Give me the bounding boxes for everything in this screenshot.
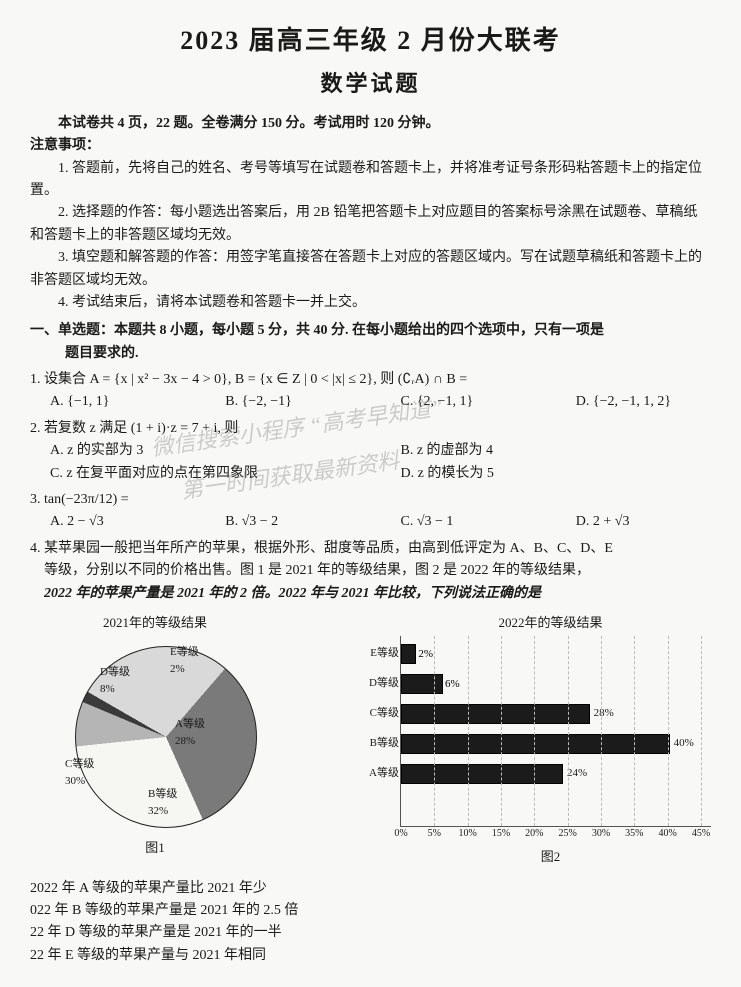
bar-value-label: 28% [594,705,614,723]
bar-value-label: 24% [567,765,587,783]
bar-category-label: E等级 [361,645,399,663]
pie-slice-label: B等级32% [148,786,177,821]
q1-stem: 1. 设集合 A = {x | x² − 3x − 4 > 0}, B = {x… [30,369,711,391]
preamble: 本试卷共 4 页，22 题。全卷满分 150 分。考试用时 120 分钟。 [30,113,711,135]
xaxis-tick: 25% [558,826,576,842]
bar-category-label: C等级 [361,705,399,723]
q4-choice: 22 年 E 等级的苹果产量与 2021 年相同 [30,945,711,967]
bar-category-label: D等级 [361,675,399,693]
xaxis-tick: 0% [394,826,407,842]
pie-slice-label: D等级8% [100,664,130,699]
pie-slice-label: C等级30% [65,756,94,791]
q3-opt-b: B. √3 − 2 [225,511,360,533]
notice-item: 3. 填空题和解答题的作答：用签字笔直接答在答题卡上对应的答题区域内。写在试题草… [30,247,711,292]
gridline [601,636,602,826]
xaxis-tick: 5% [428,826,441,842]
bar-value-label: 6% [445,676,460,694]
gridline [568,636,569,826]
pie-chart-col: 2021年的等级结果 A等级28%B等级32%C等级30%D等级8%E等级2% … [30,613,280,868]
q2-opt-c: C. z 在复平面对应的点在第四象限 [50,463,361,485]
q2-opt-b: B. z 的虚部为 4 [401,440,712,462]
gridline [668,636,669,826]
pie-caption: 图1 [145,838,165,859]
notice-item: 1. 答题前，先将自己的姓名、考号等填写在试题卷和答题卡上，并将准考证号条形码粘… [30,158,711,203]
xaxis-tick: 20% [525,826,543,842]
xaxis-tick: 10% [458,826,476,842]
gridline [701,636,702,826]
gridline [468,636,469,826]
q3-opt-d: D. 2 + √3 [576,511,711,533]
q3-opt-c: C. √3 − 1 [401,511,536,533]
bar-row: D等级6% [401,674,443,694]
q1-opt-b: B. {−2, −1} [225,391,360,413]
q1-opt-d: D. {−2, −1, 1, 2} [576,391,711,413]
xaxis-tick: 40% [658,826,676,842]
q1-options: A. {−1, 1} B. {−2, −1} C. {2, −1, 1} D. … [50,391,711,413]
xaxis-tick: 30% [592,826,610,842]
bar-fill [401,704,590,724]
bar-category-label: A等级 [361,765,399,783]
bar-chart-col: 2022年的等级结果 E等级2% D等级6% C等级28% B等级40% A等级24% 0… [390,613,711,868]
pie-slice-label: E等级2% [170,644,199,679]
pie-chart: A等级28% B等级32% C等级30% D等级8% E等级2% [30,636,280,836]
q2-opt-a: A. z 的实部为 3 [50,440,361,462]
q1-opt-c: C. {2, −1, 1} [401,391,536,413]
gridline [534,636,535,826]
q4-line2: 等级，分别以不同的价格出售。图 1 是 2021 年的等级结果，图 2 是 20… [30,560,711,582]
bar-row: B等级40% [401,734,694,754]
bar-row: A等级24% [401,764,587,784]
charts-row: 2021年的等级结果 A等级28%B等级32%C等级30%D等级8%E等级2% … [30,613,711,868]
gridline [434,636,435,826]
q3-opt-a: A. 2 − √3 [50,511,185,533]
bar-row: E等级2% [401,644,416,664]
bar-title: 2022年的等级结果 [498,613,602,634]
q3-options: A. 2 − √3 B. √3 − 2 C. √3 − 1 D. 2 + √3 [50,511,711,533]
bar-chart: E等级2%D等级6%C等级28%B等级40%A等级24%0%5%10%15%20… [400,636,711,827]
q4-line1: 4. 某苹果园一般把当年所产的苹果，根据外形、甜度等品质，由高到低评定为 A、B… [30,538,711,560]
q1-opt-a: A. {−1, 1} [50,391,185,413]
section-heading: 一、单选题：本题共 8 小题，每小题 5 分，共 40 分. 在每小题给出的四个… [30,320,711,342]
bar-fill [401,764,563,784]
notice-item: 4. 考试结束后，请将本试题卷和答题卡一并上交。 [30,292,711,314]
q4-choice: 022 年 B 等级的苹果产量是 2021 年的 2.5 倍 [30,900,711,922]
notice-heading: 注意事项： [30,135,711,157]
xaxis-tick: 15% [492,826,510,842]
xaxis-tick: 45% [692,826,710,842]
q4-line3: 2022 年的苹果产量是 2021 年的 2 倍。2022 年与 2021 年比… [30,583,711,605]
bar-fill [401,674,443,694]
gridline [634,636,635,826]
q2-stem: 2. 若复数 z 满足 (1 + i)·z = 7 + i, 则 [30,418,711,440]
pie-title: 2021年的等级结果 [103,613,207,634]
bar-row: C等级28% [401,704,614,724]
page-subtitle: 数学试题 [30,66,711,101]
q4-choice: 22 年 D 等级的苹果产量是 2021 年的一半 [30,922,711,944]
q4-choice: 2022 年 A 等级的苹果产量比 2021 年少 [30,878,711,900]
bar-category-label: B等级 [361,735,399,753]
bar-value-label: 2% [418,646,433,664]
pie-slice-label: A等级28% [175,716,205,751]
bar-fill [401,644,416,664]
bar-value-label: 40% [674,735,694,753]
page-title: 2023 届高三年级 2 月份大联考 [30,20,711,62]
bar-fill [401,734,670,754]
gridline [501,636,502,826]
notice-item: 2. 选择题的作答：每小题选出答案后，用 2B 铅笔把答题卡上对应题目的答案标号… [30,202,711,247]
bar-caption: 图2 [541,847,561,868]
q3-stem: 3. tan(−23π/12) = [30,489,711,511]
q2-opt-d: D. z 的模长为 5 [401,463,712,485]
section-heading-cont: 题目要求的. [30,343,711,365]
xaxis-tick: 35% [625,826,643,842]
